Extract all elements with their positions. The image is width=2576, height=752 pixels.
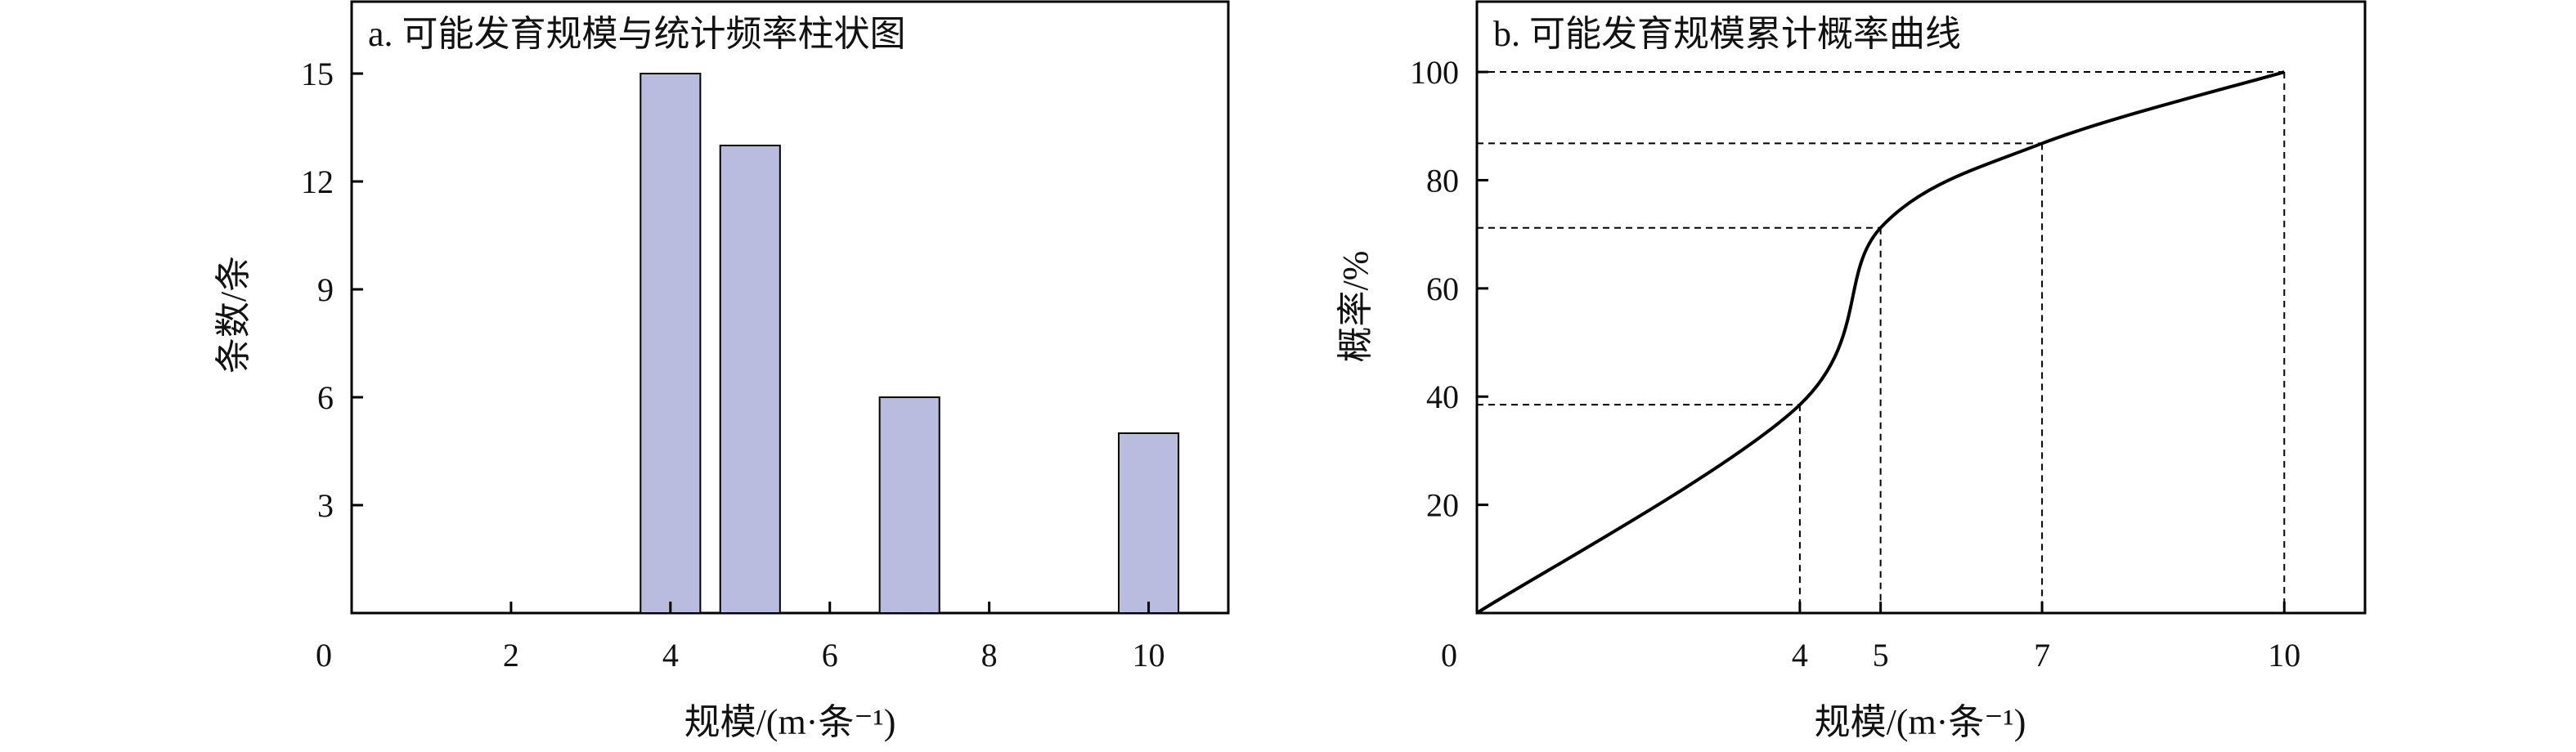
panel-b-x-ticks: 4 5 7 10 bbox=[1792, 602, 2300, 674]
x-tick-label-7: 7 bbox=[2034, 637, 2050, 674]
x-tick-label-10: 10 bbox=[1133, 637, 1165, 674]
y-tick-label-3: 3 bbox=[317, 487, 334, 524]
panel-a-x-ticks: 2 4 6 8 10 bbox=[503, 602, 1165, 674]
x-tick-label-8: 8 bbox=[981, 637, 998, 674]
panel-a-y-axis-title: 条数/条 bbox=[213, 256, 254, 374]
panel-a-plot-frame bbox=[350, 0, 1230, 615]
y-tick-label-80: 80 bbox=[1426, 162, 1459, 199]
bar-5 bbox=[719, 145, 781, 614]
panel-a-y-origin-label: 0 bbox=[316, 637, 332, 674]
panel-b-y-axis-title: 概率/% bbox=[1335, 251, 1376, 363]
x-tick-label-4: 4 bbox=[1792, 637, 1808, 674]
y-tick-label-9: 9 bbox=[317, 271, 334, 308]
panel-b-plot-frame bbox=[1475, 0, 2367, 615]
panel-b-x-origin-label: 0 bbox=[1441, 637, 1457, 674]
y-tick-label-15: 15 bbox=[301, 56, 334, 92]
bar-10 bbox=[1118, 432, 1180, 614]
y-tick-label-20: 20 bbox=[1426, 487, 1459, 524]
panel-a-x-axis-title: 规模/(m·条⁻¹) bbox=[684, 702, 896, 742]
y-tick-label-6: 6 bbox=[317, 379, 334, 416]
x-tick-label-5: 5 bbox=[1873, 637, 1889, 674]
y-tick-label-40: 40 bbox=[1426, 378, 1459, 415]
x-tick-label-10: 10 bbox=[2268, 637, 2300, 674]
bar-7 bbox=[878, 396, 940, 614]
y-tick-label-60: 60 bbox=[1426, 271, 1459, 307]
panel-a-title: a. 可能发育规模与统计频率柱状图 bbox=[368, 14, 906, 54]
panel-b-line-chart: b. 可能发育规模累计概率曲线 20 40 60 80 100 4 5 7 10 0 规模/(… bbox=[1335, 0, 2367, 742]
panel-b-x-axis-title: 规模/(m·条⁻¹) bbox=[1815, 702, 2026, 742]
panel-b-cumulative-curve bbox=[1475, 70, 2285, 615]
y-tick-label-100: 100 bbox=[1410, 54, 1459, 91]
x-tick-label-2: 2 bbox=[503, 637, 519, 674]
panel-b-title: b. 可能发育规模累计概率曲线 bbox=[1493, 14, 1961, 54]
panel-b-reference-guides bbox=[1477, 71, 2286, 613]
panel-a-y-ticks: 3 6 9 12 15 bbox=[301, 56, 363, 524]
x-tick-label-6: 6 bbox=[822, 637, 838, 674]
panel-a-bar-chart: a. 可能发育规模与统计频率柱状图 3 6 9 12 15 2 4 6 8 10 0 规模/(m… bbox=[213, 0, 1230, 742]
panel-a-bars bbox=[640, 73, 1180, 614]
panel-b-y-ticks: 20 40 60 80 100 bbox=[1410, 54, 1488, 524]
y-tick-label-12: 12 bbox=[301, 163, 334, 200]
x-tick-label-4: 4 bbox=[662, 637, 679, 674]
bar-4 bbox=[640, 73, 702, 614]
